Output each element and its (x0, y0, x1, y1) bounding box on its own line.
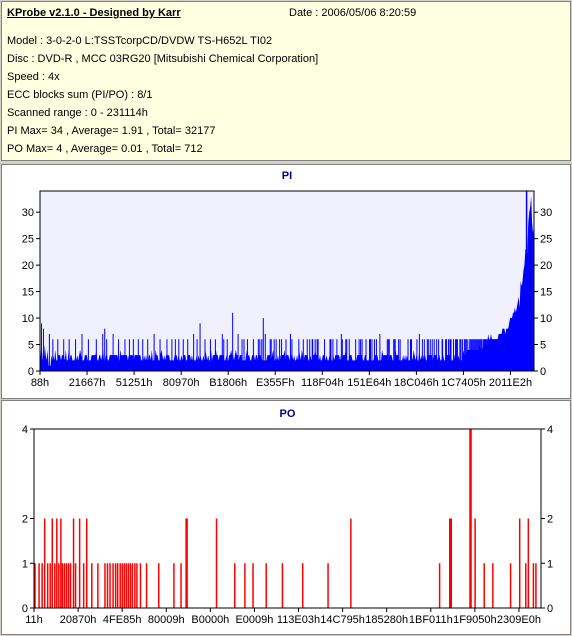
app-title: KProbe v2.1.0 - Designed by Karr (7, 7, 181, 19)
x-tick-label: 185280h (365, 614, 408, 626)
y-tick-label-right: 15 (540, 287, 552, 299)
plot-border (39, 190, 535, 372)
x-tick-label: B0000h (191, 614, 229, 626)
scan-date: Date : 2006/05/06 8:20:59 (289, 7, 417, 19)
plot-area (33, 428, 542, 609)
y-tick-label-left: 4 (22, 424, 28, 436)
y-tick-label-left: 0 (22, 603, 28, 615)
y-tick-label-right: 0 (547, 603, 553, 615)
x-tick-label: 80009h (148, 614, 185, 626)
x-tick-label: 21667h (69, 377, 106, 389)
y-tick-label-left: 2 (22, 514, 28, 526)
x-tick-label: 18C046h (394, 377, 439, 389)
po-chart-panel: PO 0 0 1 1 2 2 4 4 11h 20870h 4FE85h 80009h B0000h E00… (1, 400, 571, 635)
info-disc: Disc : DVD-R , MCC 03RG20 [Mitsubishi Ch… (7, 53, 319, 65)
x-tick-label: 1C7405h (441, 377, 486, 389)
info-range: Scanned range : 0 - 231114h (7, 107, 148, 119)
x-tick-label: 88h (31, 377, 49, 389)
y-tick-label-right: 4 (547, 424, 553, 436)
y-tick-label-left: 30 (22, 207, 34, 219)
y-tick-label-left: 0 (28, 366, 34, 378)
y-tick-label-left: 15 (22, 287, 34, 299)
x-tick-label: 2309E0h (497, 614, 541, 626)
x-tick-label: B1806h (209, 377, 247, 389)
y-tick-label-right: 2 (547, 514, 553, 526)
x-tick-label: E355Fh (256, 377, 295, 389)
y-tick-label-left: 1 (22, 558, 28, 570)
x-tick-label: 1F9050h (453, 614, 496, 626)
x-tick-label: 11h (25, 614, 43, 626)
x-tick-label: 2011E2h (489, 377, 532, 389)
plot-border (33, 428, 542, 609)
x-tick-label: 51251h (116, 377, 153, 389)
pi-chart-panel: PI 0 0 5 5 10 10 15 15 20 20 25 25 30 30 88h 21667h 51251… (1, 164, 571, 399)
x-tick-label: 20870h (60, 614, 97, 626)
x-tick-label: E0009h (235, 614, 273, 626)
y-tick-label-right: 5 (540, 340, 546, 352)
y-tick-label-left: 25 (22, 234, 34, 246)
y-tick-label-right: 1 (547, 558, 553, 570)
x-tick-label: 80970h (163, 377, 200, 389)
x-tick-label: 1BF011h (409, 614, 453, 626)
y-tick-label-right: 0 (540, 366, 546, 378)
y-tick-label-right: 25 (540, 234, 552, 246)
y-tick-label-left: 5 (28, 340, 34, 352)
info-ecc: ECC blocks sum (PI/PO) : 8/1 (7, 89, 153, 101)
plot-area (39, 190, 535, 372)
chart-title: PO (280, 408, 296, 420)
info-model: Model : 3-0-2-0 L:TSSTcorpCD/DVDW TS-H65… (7, 35, 273, 47)
x-tick-label: 113E03h (277, 614, 320, 626)
x-tick-label: 14C795h (320, 614, 365, 626)
pi-chart: PI 0 0 5 5 10 10 15 15 20 20 25 25 30 30 88h 21667h 51251… (22, 170, 553, 389)
y-tick-label-left: 10 (22, 313, 34, 325)
info-pi-stats: PI Max= 34 , Average= 1.91 , Total= 3217… (7, 125, 216, 137)
y-tick-label-right: 10 (540, 313, 552, 325)
chart-title: PI (282, 170, 292, 182)
y-tick-label-right: 30 (540, 207, 552, 219)
y-tick-label-right: 20 (540, 260, 552, 272)
po-chart: PO 0 0 1 1 2 2 4 4 11h 20870h 4FE85h 80009h B0000h E00… (22, 408, 553, 626)
x-tick-label: 118F04h (301, 377, 344, 389)
info-speed: Speed : 4x (7, 71, 60, 83)
x-tick-label: 151E64h (347, 377, 391, 389)
info-po-stats: PO Max= 4 , Average= 0.01 , Total= 712 (7, 143, 203, 155)
info-panel: KProbe v2.1.0 - Designed by Karr Date : … (1, 1, 571, 161)
y-tick-label-left: 20 (22, 260, 34, 272)
x-tick-label: 4FE85h (103, 614, 142, 626)
